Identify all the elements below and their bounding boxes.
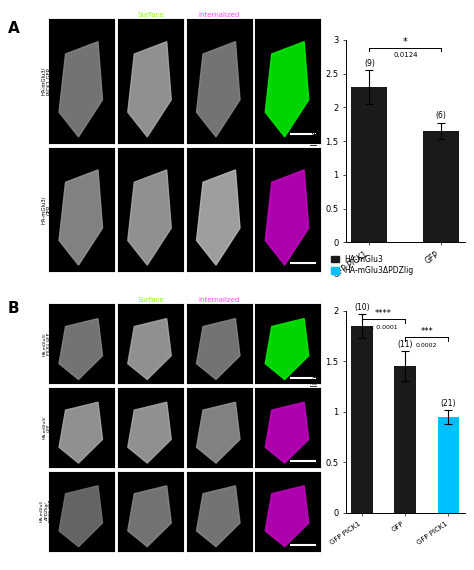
Y-axis label: Surface / Internalized: Surface / Internalized <box>310 96 319 186</box>
Text: ***: *** <box>420 327 433 336</box>
Text: A: A <box>8 21 19 36</box>
Text: 0.0124: 0.0124 <box>393 52 418 58</box>
Polygon shape <box>197 319 240 380</box>
Polygon shape <box>265 42 309 137</box>
Bar <box>438 417 459 513</box>
Polygon shape <box>128 319 171 380</box>
Text: (11): (11) <box>398 340 413 349</box>
Y-axis label: Surface / Internalized: Surface / Internalized <box>310 367 319 457</box>
Polygon shape <box>197 486 240 547</box>
Title: GFP: GFP <box>75 298 89 303</box>
Y-axis label: HA-mGlu3
ΔPDZlig/
PICK1 GFP: HA-mGlu3 ΔPDZlig/ PICK1 GFP <box>40 500 53 522</box>
Legend: HA-mGlu3, HA-mGlu3ΔPDZlig: HA-mGlu3, HA-mGlu3ΔPDZlig <box>331 255 414 275</box>
Polygon shape <box>265 486 309 547</box>
Y-axis label: HA-mGlu3/
GFP: HA-mGlu3/ GFP <box>41 196 52 223</box>
Polygon shape <box>128 42 171 137</box>
Bar <box>351 326 373 513</box>
Polygon shape <box>197 42 240 137</box>
Polygon shape <box>59 170 102 265</box>
Text: ****: **** <box>375 309 392 317</box>
Title: Merge: Merge <box>277 13 299 18</box>
Text: (10): (10) <box>355 303 370 312</box>
Text: (21): (21) <box>441 399 456 408</box>
Polygon shape <box>197 170 240 265</box>
Polygon shape <box>265 170 309 265</box>
Polygon shape <box>59 402 102 463</box>
Y-axis label: HA-mGlu3/
GFP: HA-mGlu3/ GFP <box>42 416 51 439</box>
Title: Surface: Surface <box>137 13 164 18</box>
Title: Internalized: Internalized <box>199 298 240 303</box>
Polygon shape <box>265 402 309 463</box>
Polygon shape <box>197 402 240 463</box>
Polygon shape <box>59 319 102 380</box>
Bar <box>351 87 387 242</box>
Polygon shape <box>128 402 171 463</box>
Text: (6): (6) <box>436 111 447 120</box>
Polygon shape <box>59 486 102 547</box>
Title: Surface: Surface <box>137 298 164 303</box>
Text: < 0.0001: < 0.0001 <box>369 325 398 330</box>
Polygon shape <box>59 42 102 137</box>
Text: 0.0002: 0.0002 <box>416 343 438 348</box>
Y-axis label: HA-mGlu3/
PICK1 GFP: HA-mGlu3/ PICK1 GFP <box>41 67 52 95</box>
Text: (9): (9) <box>364 59 375 68</box>
Title: Merge: Merge <box>277 298 299 303</box>
Text: B: B <box>8 301 19 316</box>
Polygon shape <box>265 319 309 380</box>
Title: GFP: GFP <box>75 13 89 18</box>
Bar <box>394 367 416 513</box>
Text: *: * <box>403 36 408 47</box>
Polygon shape <box>128 170 171 265</box>
Title: Internalized: Internalized <box>199 13 240 18</box>
Bar <box>423 131 459 242</box>
Polygon shape <box>128 486 171 547</box>
Y-axis label: HA-mGlu3/
PICK1 GFP: HA-mGlu3/ PICK1 GFP <box>42 332 51 356</box>
